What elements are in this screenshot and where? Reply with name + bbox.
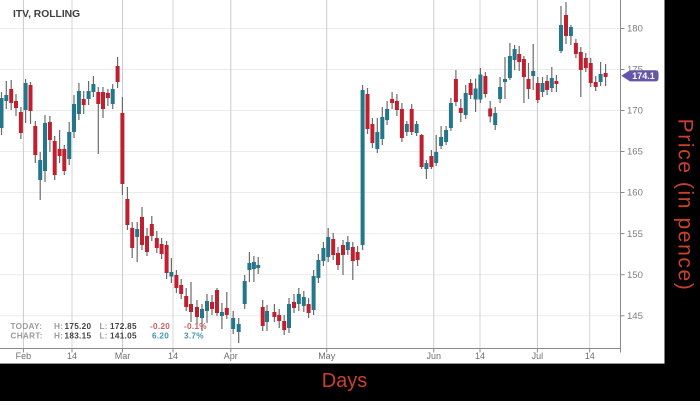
svg-text:14: 14 [168,351,178,361]
svg-text:-0.20: -0.20 [150,322,170,331]
svg-text:175.20: 175.20 [65,322,92,331]
svg-text:183.15: 183.15 [65,332,92,341]
svg-text:Days: Days [322,370,368,392]
svg-text:Jun: Jun [427,351,442,361]
svg-text:6.20: 6.20 [152,332,169,341]
svg-text:170: 170 [627,106,643,117]
svg-text:CHART:: CHART: [11,332,43,341]
svg-text:H:: H: [54,322,63,331]
svg-text:172.85: 172.85 [110,322,137,331]
svg-text:-0.1%: -0.1% [184,322,207,331]
svg-text:155: 155 [627,229,643,240]
svg-text:TODAY:: TODAY: [11,322,43,331]
svg-text:H:: H: [54,332,63,341]
svg-text:L:: L: [100,322,108,331]
svg-text:3.7%: 3.7% [184,332,204,341]
svg-text:14: 14 [585,351,595,361]
svg-text:May: May [318,351,336,361]
svg-text:Feb: Feb [16,351,32,361]
svg-text:L:: L: [100,332,108,341]
svg-text:160: 160 [627,188,643,199]
svg-text:Apr: Apr [224,351,238,361]
svg-text:Price (in pence): Price (in pence) [674,119,697,292]
svg-text:145: 145 [627,311,643,322]
svg-text:180: 180 [627,24,643,35]
svg-text:150: 150 [627,270,643,281]
svg-text:165: 165 [627,147,643,158]
svg-text:14: 14 [67,351,77,361]
svg-text:Mar: Mar [115,351,131,361]
svg-text:141.05: 141.05 [110,332,137,341]
svg-text:ITV, ROLLING: ITV, ROLLING [13,9,80,20]
svg-text:14: 14 [475,351,485,361]
svg-text:174.1: 174.1 [632,71,655,81]
svg-text:Jul: Jul [532,351,544,361]
